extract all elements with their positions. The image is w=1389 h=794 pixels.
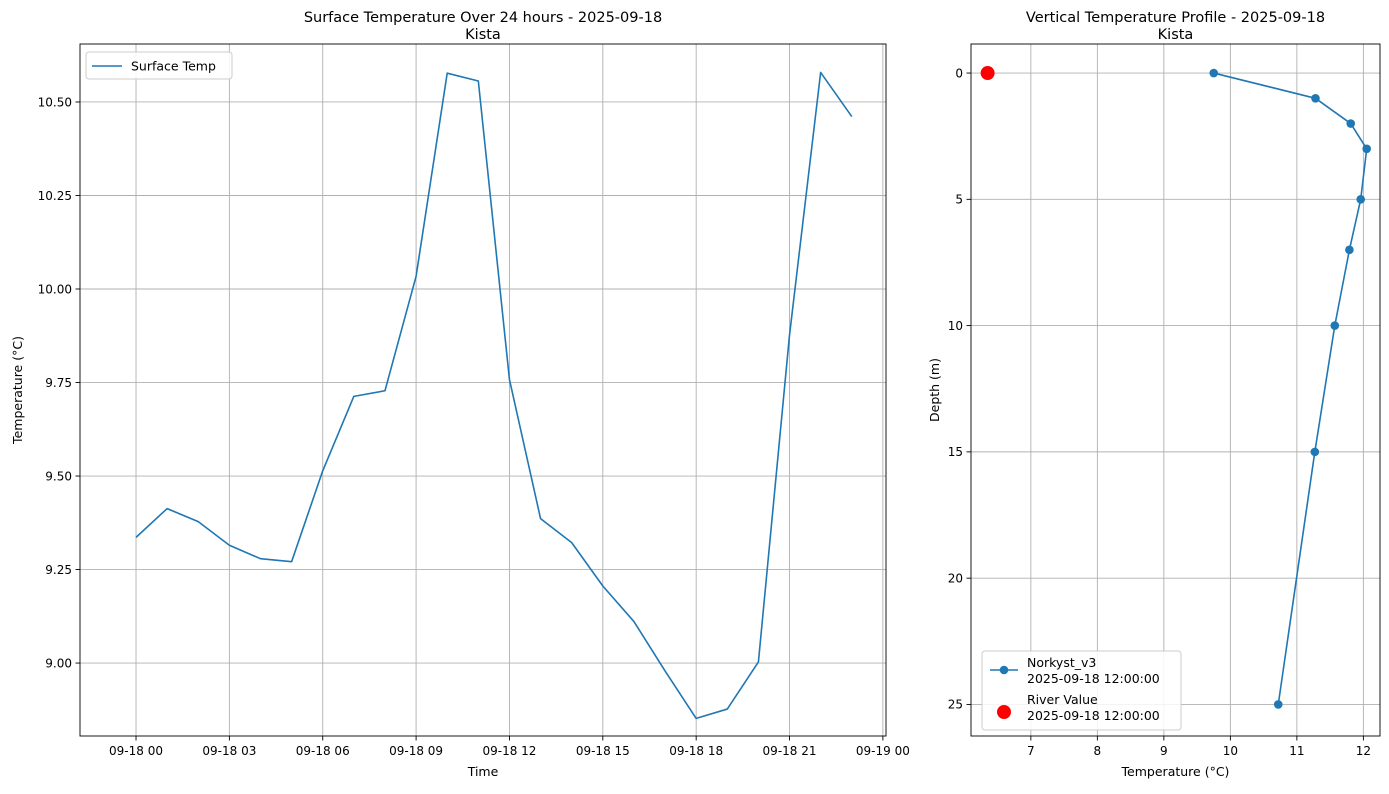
chart-subtitle: Kista	[465, 27, 501, 43]
legend-box	[981, 650, 1182, 731]
chart-title: Surface Temperature Over 24 hours - 2025…	[304, 10, 662, 26]
y-tick-label: 10	[948, 319, 963, 333]
data-point	[1362, 144, 1371, 154]
legend: Surface Temp	[85, 51, 233, 80]
x-tick-label: 09-18 09	[389, 744, 443, 758]
x-axis-label: Temperature (°C)	[1121, 764, 1230, 779]
y-axis-label: Depth (m)	[927, 358, 942, 422]
x-tick-label: 09-18 21	[763, 744, 817, 758]
x-tick-label: 09-18 18	[669, 744, 723, 758]
chart-title: Vertical Temperature Profile - 2025-09-1…	[1026, 10, 1325, 26]
legend-entry-timestamp: 2025-09-18 12:00:00	[1027, 671, 1160, 686]
legend-entry-label: Surface Temp	[131, 59, 216, 74]
x-tick-label: 10	[1223, 744, 1238, 758]
y-tick-label: 9.25	[45, 563, 72, 577]
y-tick-label: 9.00	[45, 656, 72, 670]
chart-subtitle: Kista	[1158, 27, 1194, 43]
data-point	[1209, 68, 1219, 78]
data-point	[1356, 195, 1366, 204]
x-tick-label: 7	[1027, 744, 1035, 758]
x-tick-label: 09-18 15	[576, 744, 630, 758]
chart-panel-2: 7 8 9 10 11 12 0 5 10 15 20 25 Vertical Temperature …	[927, 10, 1381, 779]
x-axis-label: Time	[467, 764, 499, 779]
data-point	[1330, 321, 1340, 330]
axes-frame	[970, 43, 1381, 737]
y-tick-label: 10.00	[38, 282, 72, 296]
x-tick-label: 8	[1094, 744, 1102, 758]
x-tick-label: 9	[1160, 744, 1168, 758]
x-tick-label: 09-19 00	[856, 744, 910, 758]
legend-entry-label: River Value	[1027, 692, 1098, 707]
y-axis-label: Temperature (°C)	[10, 336, 25, 445]
legend-entry-label: Norkyst_v3	[1027, 655, 1096, 670]
y-tick-label: 5	[955, 193, 963, 207]
legend-marker-swatch	[999, 665, 1009, 675]
data-point	[1273, 700, 1283, 709]
y-tick-label: 9.50	[45, 469, 72, 483]
x-tick-label: 09-18 12	[482, 744, 536, 758]
y-tick-label: 25	[948, 698, 963, 712]
y-tick-label: 9.75	[45, 376, 72, 390]
legend-entry-timestamp: 2025-09-18 12:00:00	[1027, 708, 1160, 723]
x-tick-label: 12	[1356, 744, 1371, 758]
x-tick-label: 09-18 03	[202, 744, 256, 758]
legend-box	[85, 51, 233, 80]
data-point	[980, 66, 995, 81]
data-point	[1345, 245, 1354, 255]
data-point	[1311, 93, 1320, 103]
data-point	[1310, 447, 1320, 457]
x-tick-label: 09-18 00	[109, 744, 163, 758]
y-tick-label: 10.25	[38, 189, 72, 203]
series-line-1	[1213, 72, 1368, 705]
axes-frame	[79, 43, 887, 737]
chart-panel-1: 09-18 00 09-18 03 09-18 06 09-18 09 09-18 12…	[10, 10, 910, 779]
x-tick-label: 09-18 06	[296, 744, 350, 758]
legend-marker-swatch	[997, 705, 1011, 719]
y-tick-label: 15	[948, 445, 963, 459]
y-tick-label: 0	[955, 66, 963, 80]
x-tick-label: 11	[1289, 744, 1304, 758]
data-point	[1346, 119, 1356, 128]
series-line-1	[135, 71, 853, 720]
y-tick-label: 10.50	[38, 95, 72, 109]
y-tick-label: 20	[948, 571, 963, 585]
